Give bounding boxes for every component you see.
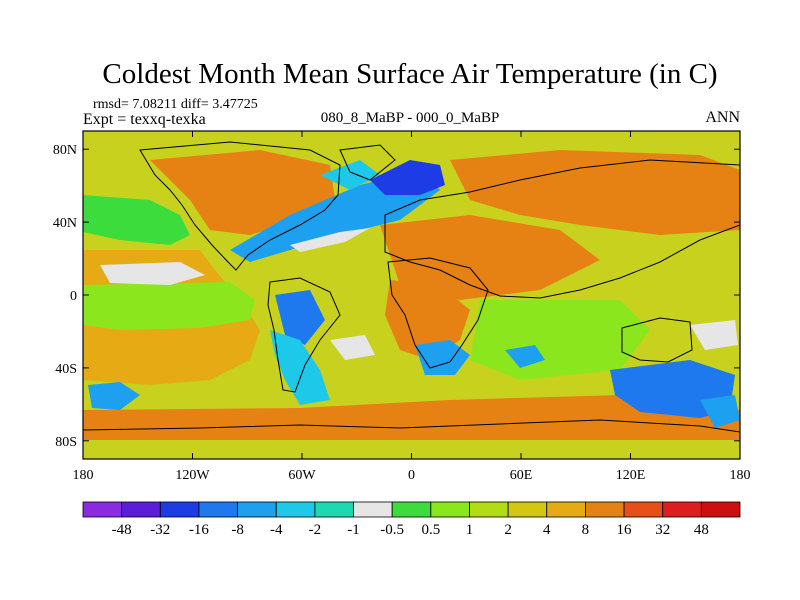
y-tick-label: 40N <box>53 216 77 231</box>
colorbar-label: -16 <box>189 522 209 538</box>
region-atlantic-white <box>290 228 370 252</box>
center-label: 080_8_MaBP - 000_0_MaBP <box>321 110 500 126</box>
y-tick-label: 80S <box>55 435 77 450</box>
x-tick-label: 120W <box>175 468 210 483</box>
region-white-patch-south-atlantic <box>330 335 375 360</box>
colorbar-swatch <box>237 501 277 518</box>
stats-line: rmsd= 7.08211 diff= 3.47725 <box>93 97 258 112</box>
region-antarctic-coast-cold-east <box>700 395 740 428</box>
colorbar-label: 2 <box>504 522 512 538</box>
x-tick-label: 0 <box>408 468 415 483</box>
colorbar-swatch <box>82 501 123 518</box>
region-white-patch-pacific <box>100 262 205 285</box>
x-tick-label: 180 <box>73 468 94 483</box>
region-madagascar-cold <box>505 345 545 368</box>
coastline-eurasia <box>384 159 740 299</box>
colorbar-label: 4 <box>543 522 551 538</box>
colorbar-swatch <box>121 501 161 518</box>
season-label: ANN <box>705 109 740 126</box>
colorbar-swatch <box>546 501 586 518</box>
colorbar-label: 8 <box>582 522 590 538</box>
colorbar-swatch <box>391 501 432 518</box>
x-tick-label: 60E <box>510 468 533 483</box>
colorbar-swatch <box>469 501 509 518</box>
region-siberia-orange <box>450 150 740 235</box>
region-labrador-cold <box>320 160 380 190</box>
colorbar-swatch <box>275 501 316 518</box>
axes: 180 120W 60W 0 60E 120E 180 80N 40N 0 40S 80S <box>53 131 751 483</box>
colorbar-swatch <box>700 501 741 518</box>
colorbar-swatch <box>198 501 238 518</box>
colorbar-swatch <box>430 501 470 518</box>
expt-label: Expt = texxq-texka <box>83 111 206 128</box>
colorbar-label: -1 <box>347 522 360 538</box>
coastline-antarctica <box>83 419 740 433</box>
region-africa-orange <box>385 280 470 360</box>
x-tick-label: 120E <box>616 468 646 483</box>
colorbar-label: 0.5 <box>421 522 440 538</box>
coastline-africa <box>387 257 489 369</box>
region-south-america-cyan <box>270 330 330 405</box>
region-antarctic-coast-cold <box>88 382 140 410</box>
colorbar-swatch <box>662 501 702 518</box>
coastline-greenland <box>339 144 396 181</box>
y-tick-label: 80N <box>53 143 77 158</box>
region-asia-orange <box>380 215 600 300</box>
chart-title: Coldest Month Mean Surface Air Temperatu… <box>102 58 717 90</box>
colorbar-label: 32 <box>655 522 670 538</box>
colorbar-label: -8 <box>231 522 244 538</box>
colorbar-label: -4 <box>270 522 283 538</box>
colorbar-swatch <box>585 501 625 518</box>
temperature-map <box>83 131 740 459</box>
region-north-pacific-green <box>83 195 190 245</box>
colorbar-label: -32 <box>150 522 170 538</box>
region-arctic-cold-core <box>370 160 445 195</box>
colorbar: -48 -32 -16 -8 -4 -2 -1 -0.5 0.5 1 2 4 8 16 32 48 <box>82 501 741 538</box>
colorbar-label: 48 <box>694 522 709 538</box>
y-tick-label: 40S <box>55 362 77 377</box>
region-south-america-cold <box>275 290 325 345</box>
x-tick-label: 180 <box>730 468 751 483</box>
region-north-america-orange <box>150 150 335 235</box>
colorbar-label: 16 <box>617 522 633 538</box>
colorbar-label: -2 <box>309 522 322 538</box>
colorbar-swatch <box>314 501 354 518</box>
region-tropical-pacific-green <box>83 282 255 330</box>
coastline-south-america <box>267 277 341 393</box>
colorbar-swatch <box>353 501 393 518</box>
colorbar-label: 1 <box>466 522 474 538</box>
colorbar-swatch <box>623 501 664 518</box>
region-southern-ocean-orange <box>83 395 740 440</box>
colorbar-label: -48 <box>112 522 132 538</box>
coastlines <box>83 141 740 433</box>
y-tick-label: 0 <box>70 289 77 304</box>
region-white-patch-indian <box>690 320 738 350</box>
coastline-north-america <box>139 141 341 271</box>
colorbar-swatch <box>159 501 200 518</box>
x-tick-label: 60W <box>288 468 316 483</box>
colorbar-label: -0.5 <box>380 522 404 538</box>
colorbar-swatch <box>507 501 548 518</box>
coastline-australia <box>621 317 693 363</box>
